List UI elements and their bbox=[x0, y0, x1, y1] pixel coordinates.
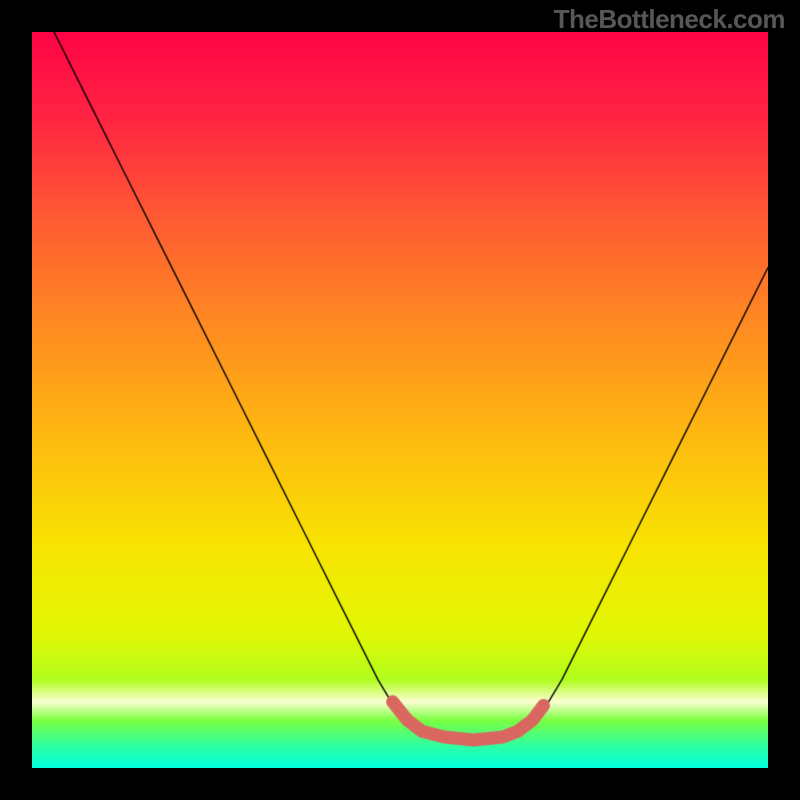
bottleneck-plot bbox=[32, 32, 768, 768]
chart-container: TheBottleneck.com bbox=[0, 0, 800, 800]
watermark-text: TheBottleneck.com bbox=[554, 4, 785, 35]
